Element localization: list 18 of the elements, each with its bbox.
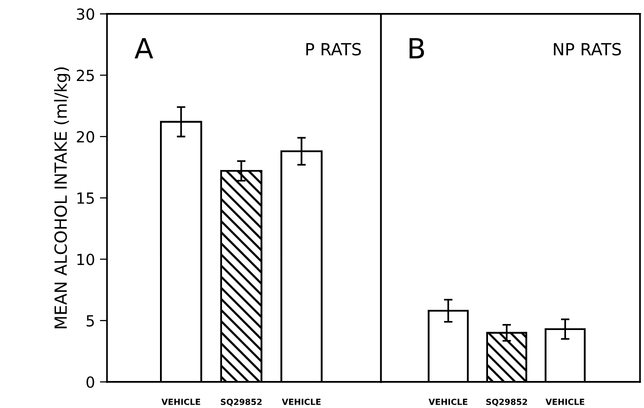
x-tick-label: VEHICLE xyxy=(161,398,200,406)
y-tick-label: 30 xyxy=(76,8,94,20)
y-tick-label: 25 xyxy=(76,70,94,82)
y-tick-label: 15 xyxy=(77,192,94,204)
y-tick-label: 0 xyxy=(86,376,94,388)
annotation: B xyxy=(410,38,424,58)
y-tick-label: 10 xyxy=(77,254,94,266)
x-tick-label: VEHICLE xyxy=(546,398,584,406)
y-tick-label: 20 xyxy=(76,131,94,143)
y-tick-label: 5 xyxy=(86,315,94,327)
x-tick-label: SQ29852 xyxy=(220,398,262,406)
annotation: P RATS xyxy=(306,42,361,56)
annotation: NP RATS xyxy=(554,42,621,56)
annotation: A xyxy=(134,38,154,58)
x-tick-label: VEHICLE xyxy=(428,398,468,406)
x-tick-label: VEHICLE xyxy=(282,398,321,406)
y-axis-title: MEAN ALCOHOL INTAKE (ml/kg) xyxy=(54,67,70,328)
x-tick-label: SQ29852 xyxy=(486,398,528,406)
